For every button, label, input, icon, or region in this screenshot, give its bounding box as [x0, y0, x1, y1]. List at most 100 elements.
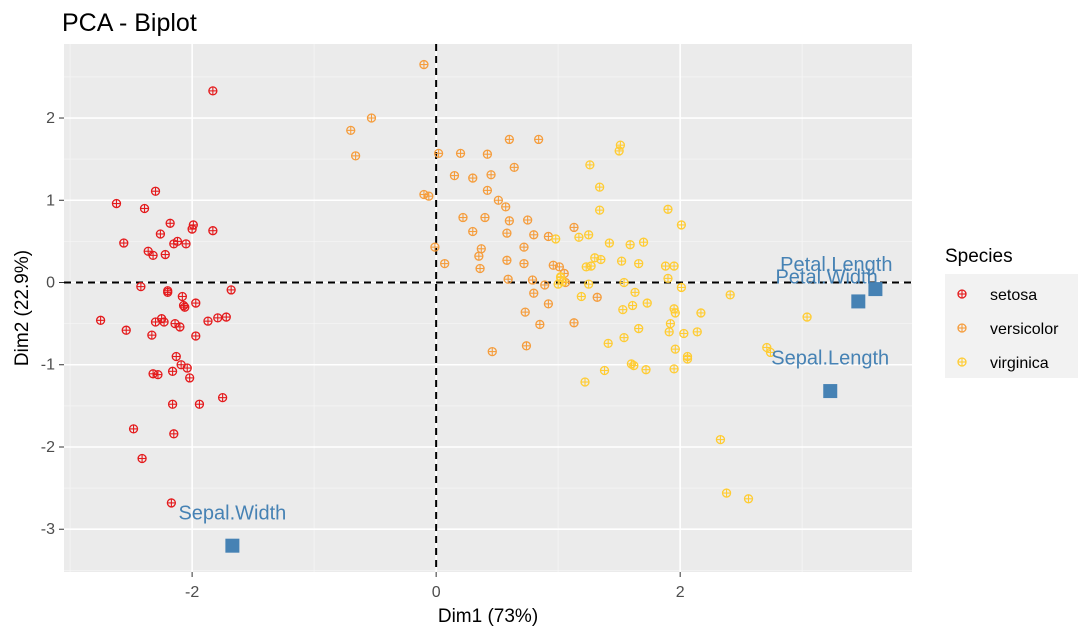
point-virginica: [599, 365, 610, 376]
variable-marker: [851, 294, 866, 309]
point-setosa: [191, 298, 201, 308]
point-virginica: [641, 365, 651, 375]
point-virginica: [618, 304, 628, 315]
point-virginica: [765, 347, 776, 358]
point-virginica: [626, 359, 637, 369]
point-versicolor: [535, 319, 545, 330]
point-setosa: [119, 238, 129, 248]
point-virginica: [619, 277, 629, 288]
legend-title: Species: [945, 246, 1013, 267]
point-versicolor: [520, 307, 530, 317]
point-versicolor: [482, 185, 493, 196]
legend-label-virginica: virginica: [990, 355, 1049, 372]
point-virginica: [665, 318, 676, 329]
point-virginica: [594, 182, 605, 192]
point-setosa: [95, 315, 106, 325]
point-virginica: [669, 364, 679, 374]
point-versicolor: [554, 262, 565, 272]
point-versicolor: [521, 341, 532, 351]
point-versicolor: [449, 170, 460, 181]
point-virginica: [715, 434, 726, 445]
point-versicolor: [350, 151, 361, 161]
point-setosa: [226, 285, 236, 295]
point-versicolor: [502, 255, 512, 265]
point-setosa: [191, 331, 201, 341]
point-versicolor: [501, 202, 511, 212]
point-versicolor: [509, 162, 519, 173]
point-virginica: [696, 308, 706, 318]
point-virginica: [638, 237, 649, 247]
point-setosa: [182, 363, 192, 373]
legend: Species setosa versicolor virginica: [945, 246, 1078, 378]
point-virginica: [551, 234, 561, 244]
point-setosa: [171, 351, 181, 362]
point-versicolor: [487, 346, 497, 357]
y-tick-label: 2: [46, 110, 55, 127]
legend-label-setosa: setosa: [990, 287, 1037, 304]
point-setosa: [163, 287, 173, 298]
point-versicolor: [529, 230, 539, 240]
point-virginica: [630, 287, 640, 298]
point-versicolor: [519, 258, 529, 269]
point-setosa: [167, 366, 178, 376]
point-versicolor: [482, 149, 493, 159]
variable-marker: [225, 538, 240, 553]
point-versicolor: [455, 148, 466, 159]
point-versicolor: [543, 231, 554, 242]
point-setosa: [147, 330, 157, 340]
point-virginica: [692, 327, 702, 337]
point-versicolor: [503, 274, 513, 284]
point-versicolor: [533, 134, 544, 145]
point-versicolor: [529, 288, 539, 298]
point-versicolor: [519, 242, 529, 252]
point-virginica: [634, 258, 644, 269]
point-versicolor: [504, 216, 515, 226]
y-tick-label: -1: [41, 357, 55, 374]
y-tick-label: 1: [46, 192, 55, 209]
point-virginica: [553, 279, 563, 289]
point-virginica: [614, 146, 624, 156]
point-versicolor: [504, 134, 515, 145]
point-versicolor: [523, 215, 533, 225]
point-setosa: [136, 281, 146, 292]
point-setosa: [166, 498, 177, 508]
point-virginica: [743, 494, 754, 504]
point-versicolor: [419, 59, 429, 70]
point-virginica: [676, 220, 687, 230]
point-virginica: [603, 338, 613, 349]
point-versicolor: [480, 212, 490, 223]
point-virginica: [584, 279, 594, 289]
point-setosa: [153, 369, 163, 380]
point-setosa: [160, 249, 170, 260]
point-versicolor: [468, 226, 478, 237]
point-virginica: [663, 204, 673, 214]
data-points: [95, 59, 812, 508]
point-versicolor: [493, 195, 504, 205]
point-virginica: [585, 160, 595, 170]
y-tick-label: 0: [46, 275, 55, 292]
point-setosa: [148, 369, 158, 379]
point-setosa: [185, 373, 195, 383]
variable-marker: [823, 384, 838, 399]
point-virginica: [682, 351, 693, 362]
point-virginica: [625, 240, 635, 250]
legend-key-background: [945, 274, 1078, 378]
point-setosa: [150, 317, 161, 327]
point-virginica: [660, 261, 671, 271]
point-virginica: [721, 488, 732, 498]
point-virginica: [664, 327, 674, 337]
x-tick-label: -2: [185, 584, 199, 601]
point-virginica: [676, 282, 687, 293]
point-versicolor: [419, 189, 429, 200]
point-virginica: [802, 312, 812, 322]
point-versicolor: [540, 280, 550, 290]
point-versicolor: [458, 212, 468, 223]
x-tick-label: 0: [432, 584, 441, 601]
variable-label: Sepal.Width: [178, 502, 286, 524]
point-setosa: [208, 226, 218, 236]
point-virginica: [670, 344, 680, 354]
x-axis-ticks: -2 0 2: [185, 572, 685, 601]
point-setosa: [221, 312, 231, 322]
point-setosa: [159, 317, 169, 327]
